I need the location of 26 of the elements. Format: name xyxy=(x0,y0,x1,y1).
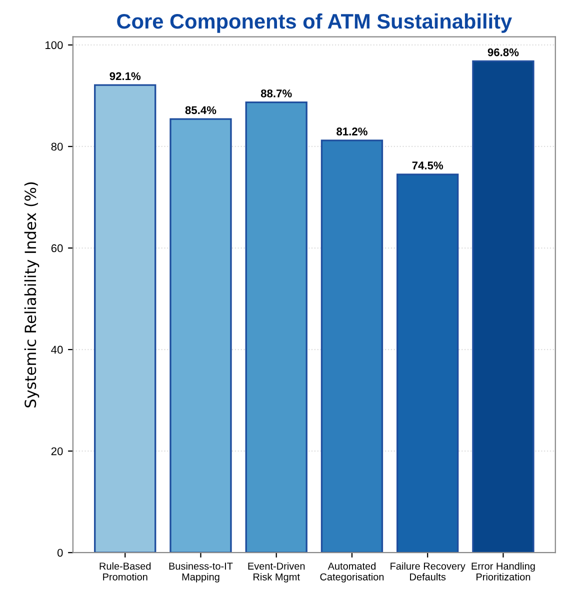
data-label: 88.7% xyxy=(260,89,292,98)
y-tick-label: 40 xyxy=(51,346,63,354)
chart-title: Core Components of ATM Sustainability xyxy=(117,13,512,33)
data-label: 74.5% xyxy=(412,162,444,170)
data-label: 85.4% xyxy=(185,106,216,114)
y-tick-label: 20 xyxy=(51,447,63,456)
y-axis-title: Systemic Reliability Index (%) xyxy=(24,182,40,408)
x-tick-label: Failure Recovery Defaults xyxy=(390,562,466,580)
bar xyxy=(396,174,459,553)
data-label: 96.8% xyxy=(488,48,519,56)
x-tick-label: Automated Categorisation xyxy=(320,562,384,582)
bar xyxy=(320,140,384,553)
data-label: 92.1% xyxy=(110,72,141,80)
x-tick-label: Event-Driven Risk Mgmt xyxy=(248,562,305,582)
y-tick-label: 100 xyxy=(46,41,63,50)
x-tick-label: Business-to-IT Mapping xyxy=(169,562,233,582)
bar xyxy=(94,84,156,553)
bar xyxy=(170,118,232,553)
bar xyxy=(472,60,534,553)
y-tick-label: 60 xyxy=(51,244,63,252)
bar xyxy=(245,101,308,553)
y-tick-label: 0 xyxy=(57,548,63,557)
x-tick-label: Error Handling Prioritization xyxy=(472,562,535,580)
x-tick-label: Rule-Based Promotion xyxy=(100,562,151,580)
data-label: 81.2% xyxy=(336,128,368,136)
y-tick-label: 80 xyxy=(51,142,63,151)
